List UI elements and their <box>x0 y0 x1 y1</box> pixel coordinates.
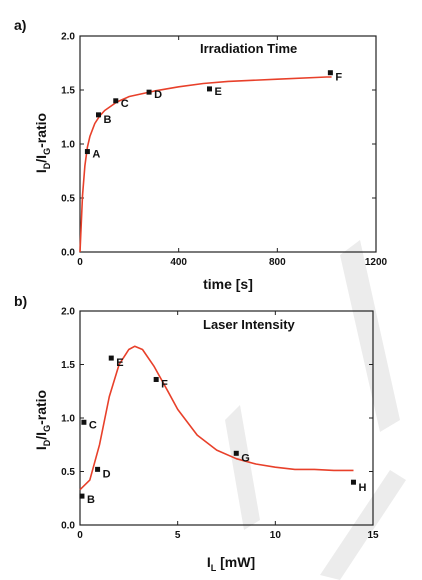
panel-a-y-axis-label: ID/IG-ratio <box>33 113 52 173</box>
panel-a-point-label: C <box>121 98 129 110</box>
plot-a-area: 0 400 800 1200 0.0 0.5 1.0 1.5 2.0 A BC D E F <box>61 32 387 269</box>
panel-b-data-point <box>79 493 85 499</box>
panel-a-point-label: B <box>104 114 112 126</box>
panel-b-point-label: F <box>161 378 168 390</box>
panel-b-x-tick-label: 15 <box>367 530 379 541</box>
panel-b-x-tick-label: 10 <box>270 530 282 541</box>
panel-a-x-tick-label: 800 <box>269 257 286 268</box>
panel-a-data-point <box>96 112 101 118</box>
panel-b: b) 0 5 10 15 0.0 0.5 1.0 1.5 2.0 B C D E F G H Laser In… <box>14 293 379 573</box>
panel-a: a) 0 400 800 1200 0.0 0.5 1.0 1.5 2.0 A BC D E F Irra… <box>14 17 388 292</box>
panel-b-plot-frame <box>79 310 374 526</box>
panel-b-x-axis-label: IL [mW] <box>207 554 255 573</box>
panel-a-plot-frame <box>79 35 377 253</box>
panel-b-data-point <box>350 479 356 485</box>
panel-a-x-axis-label: time [s] <box>203 276 253 292</box>
panel-a-point-label: F <box>335 72 342 84</box>
panel-b-title: Laser Intensity <box>203 317 296 332</box>
panel-b-y-axis-label: ID/IG-ratio <box>33 390 52 450</box>
panel-b-y-tick-label: 1.0 <box>61 414 75 425</box>
panel-a-y-tick-label: 1.5 <box>61 86 75 97</box>
plot-b-area: 0 5 10 15 0.0 0.5 1.0 1.5 2.0 B C D E F G H <box>61 307 379 542</box>
panel-a-data-point <box>84 149 90 155</box>
panel-a-x-tick-label: 400 <box>170 257 187 268</box>
panel-a-data-point <box>146 89 152 95</box>
panel-a-y-tick-label: 0.0 <box>61 248 75 259</box>
panel-a-y-tick-label: 1.0 <box>61 140 75 151</box>
panel-b-data-point <box>153 376 159 382</box>
panel-b-point-label: E <box>116 357 123 369</box>
panel-b-fit-curve <box>79 345 354 491</box>
panel-a-x-tick-label: 1200 <box>365 257 388 268</box>
panel-b-x-tick-label: 0 <box>77 530 83 541</box>
panel-b-y-tick-label: 0.5 <box>61 467 75 478</box>
panel-b-point-label: C <box>89 419 97 431</box>
panel-a-point-label: E <box>215 86 222 98</box>
panel-b-data-point <box>108 355 114 361</box>
panel-b-point-label: D <box>103 468 111 480</box>
panel-b-data-point <box>81 419 87 425</box>
panel-a-data-point <box>113 98 119 104</box>
panel-b-data-point <box>95 466 101 472</box>
panel-a-y-tick-label: 0.5 <box>61 194 75 205</box>
panel-a-point-label: D <box>154 89 162 101</box>
panel-a-x-tick-label: 0 <box>77 257 83 268</box>
panel-b-y-tick-label: 0.0 <box>61 521 75 532</box>
panel-b-x-tick-label: 5 <box>175 530 181 541</box>
panel-a-y-tick-label: 2.0 <box>61 32 75 43</box>
panel-b-point-label: H <box>358 482 366 494</box>
panel-b-point-label: B <box>87 494 95 506</box>
panel-b-point-label: G <box>241 452 250 464</box>
panel-b-y-tick-label: 1.5 <box>61 360 75 371</box>
panel-a-point-label: A <box>92 149 100 161</box>
panel-a-data-point <box>327 70 333 76</box>
panel-a-data-point <box>207 86 212 92</box>
panel-b-letter: b) <box>14 293 27 309</box>
panel-a-letter: a) <box>14 17 26 33</box>
panel-a-title: Irradiation Time <box>200 41 297 56</box>
panel-b-y-tick-label: 2.0 <box>61 307 75 318</box>
panel-b-data-point <box>233 450 239 456</box>
